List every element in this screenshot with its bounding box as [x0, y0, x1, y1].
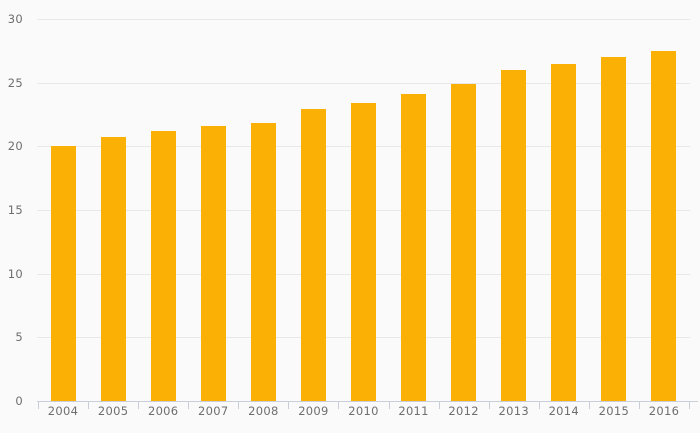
x-axis-tick [238, 402, 240, 409]
x-axis-tick [689, 402, 690, 409]
y-axis-tick-label: 5 [15, 330, 23, 345]
x-axis-tick-label: 2005 [97, 404, 129, 418]
bar[interactable] [651, 50, 677, 401]
x-axis-tick-label: 2006 [147, 404, 179, 418]
x-axis-tick-label: 2010 [348, 404, 379, 418]
x-axis-tick-label: 2008 [248, 404, 279, 418]
x-axis-tick-label: 2007 [198, 404, 229, 418]
x-axis-line [37, 401, 698, 402]
x-axis-tick [188, 402, 190, 409]
x-axis-tick [338, 402, 340, 409]
bar[interactable] [501, 69, 527, 401]
x-axis-tick-label: 2016 [648, 404, 680, 418]
x-axis-tick [588, 402, 590, 409]
x-axis-tick [88, 402, 90, 409]
bar[interactable] [401, 94, 427, 401]
x-axis-tick [138, 402, 140, 409]
x-axis-tick-label: 2015 [598, 404, 630, 418]
bar[interactable] [50, 146, 76, 401]
x-axis-tick-label: 2012 [448, 404, 479, 418]
x-axis-tick-label: 2004 [47, 404, 79, 418]
x-axis-tick [288, 402, 290, 409]
x-axis-tick [38, 402, 39, 409]
bar[interactable] [351, 103, 376, 401]
x-axis-tick-label: 2013 [498, 404, 529, 418]
x-axis-tick [638, 402, 640, 409]
x-axis-tick-label: 2009 [298, 404, 329, 418]
bar[interactable] [601, 57, 627, 401]
bar[interactable] [551, 63, 577, 401]
y-axis-tick-label: 30 [7, 12, 23, 26]
y-axis-tick-label: 25 [7, 75, 23, 90]
bar[interactable] [451, 83, 477, 401]
bar[interactable] [150, 131, 176, 401]
x-axis-tick-label: 2014 [548, 404, 580, 418]
x-axis-tick [538, 402, 540, 409]
x-axis-tick [388, 402, 390, 409]
gridline [37, 19, 690, 20]
gridline [37, 82, 690, 84]
bar[interactable] [100, 137, 126, 401]
bar[interactable] [250, 123, 276, 401]
y-axis-tick-label: 20 [7, 139, 23, 154]
x-axis-tick [438, 402, 440, 409]
x-axis-tick [488, 402, 490, 409]
bar[interactable] [300, 109, 326, 401]
y-axis-tick-label: 0 [15, 394, 23, 408]
x-axis-tick-label: 2011 [398, 404, 429, 418]
bar[interactable] [200, 125, 226, 401]
y-axis-tick-label: 15 [7, 203, 23, 217]
y-axis-tick-label: 10 [7, 266, 23, 281]
